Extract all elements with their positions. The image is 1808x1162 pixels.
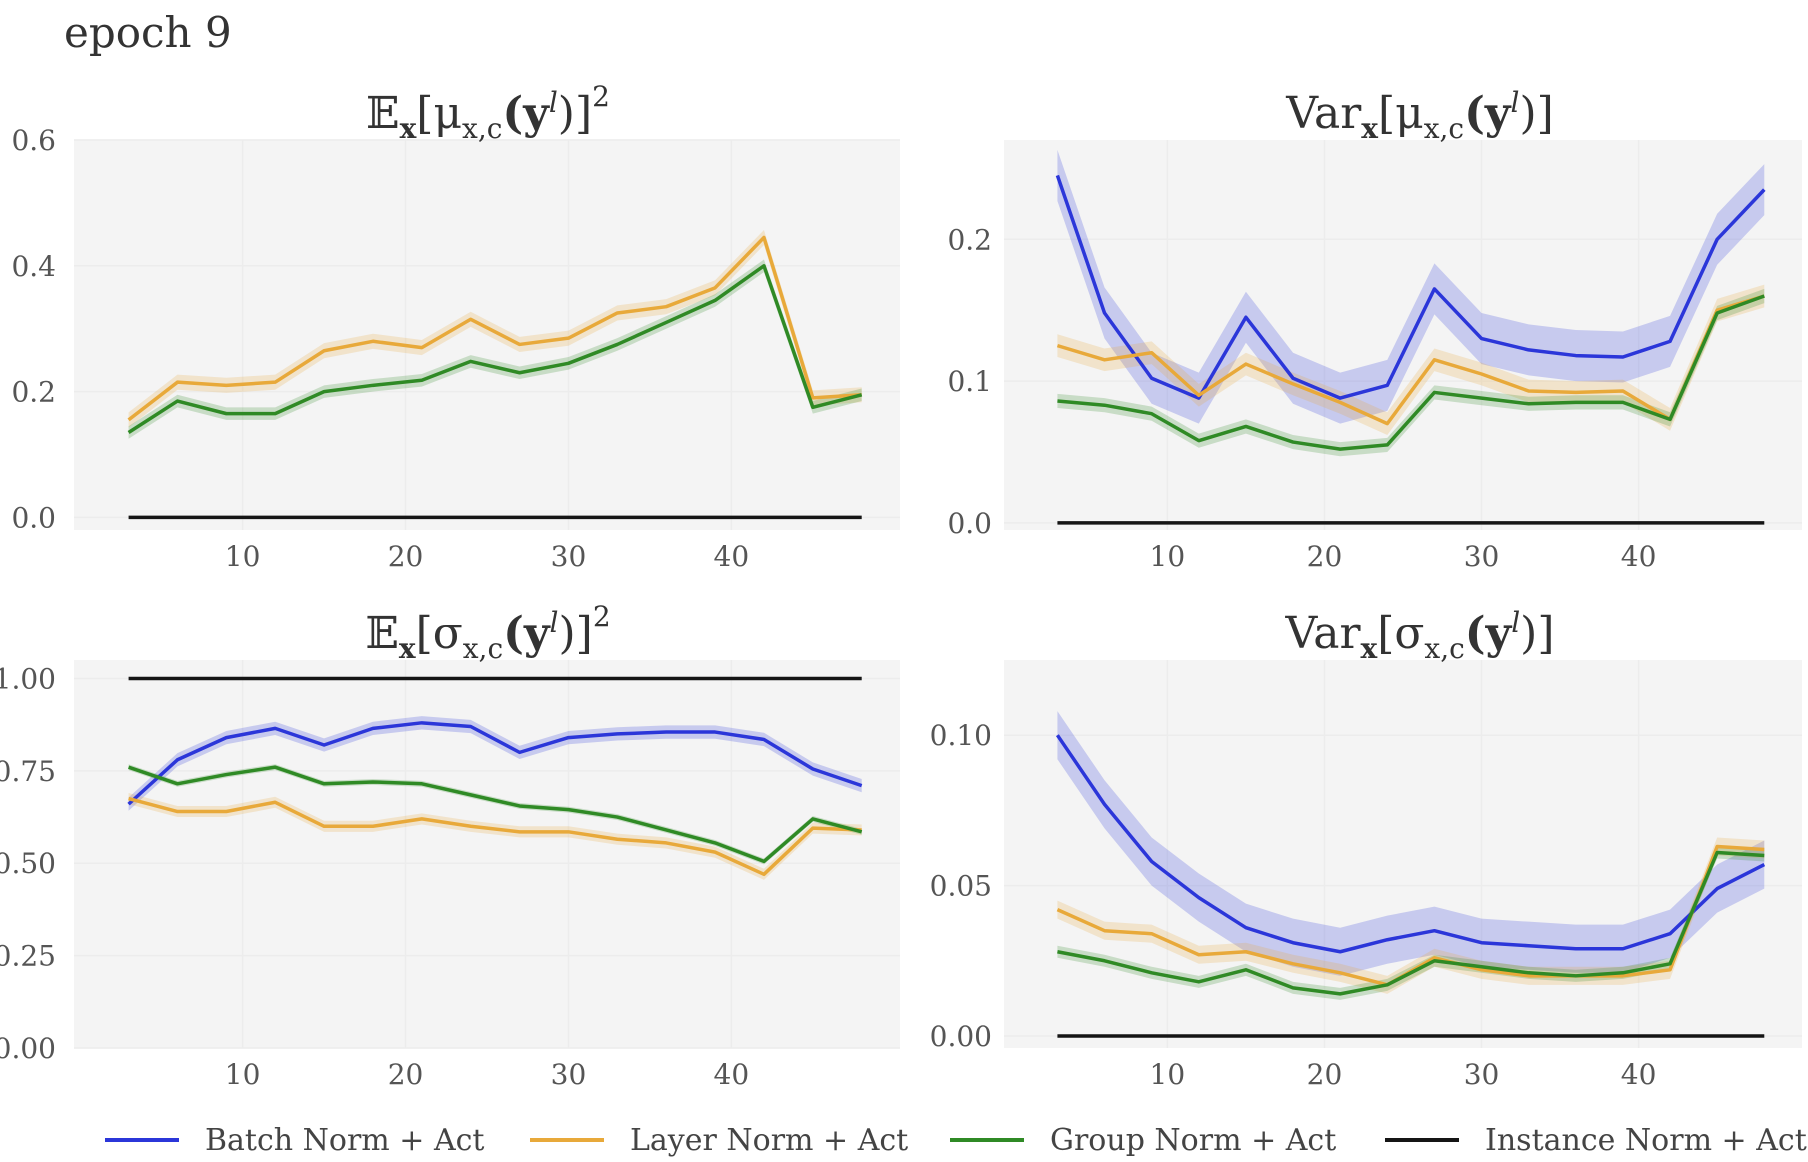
legend-swatch-batch bbox=[105, 1138, 179, 1142]
series-band-layer-norm-act bbox=[1057, 837, 1765, 994]
y-tick-label: 0.00 bbox=[930, 1020, 992, 1053]
x-tick-label: 20 bbox=[388, 540, 424, 573]
series-band-group-norm-act bbox=[1057, 288, 1765, 457]
plot-area bbox=[74, 660, 900, 1048]
y-tick-label: 0.0 bbox=[11, 501, 56, 534]
x-tick-label: 20 bbox=[1307, 540, 1343, 573]
series-line-layer-norm-act bbox=[127, 235, 862, 422]
legend-swatch-layer bbox=[530, 1138, 604, 1142]
legend-swatch-instance bbox=[1385, 1138, 1459, 1142]
legend-label-group: Group Norm + Act bbox=[1050, 1122, 1337, 1158]
y-tick-label: 0.2 bbox=[947, 223, 992, 256]
legend-swatch-group bbox=[950, 1138, 1024, 1142]
plot-area bbox=[1004, 660, 1802, 1048]
legend: Batch Norm + Act Layer Norm + Act Group … bbox=[0, 1118, 1808, 1162]
chart-panel-4: Varx[σx,c(yl)] 0.00 0.05 0.10 10 20 30 40 bbox=[930, 606, 1802, 1091]
chart-panel-2: Varx[μx,c(yl)] 0.0 0.1 0.2 10 20 30 40 bbox=[947, 86, 1802, 573]
plot-area bbox=[1004, 140, 1802, 530]
panel-title: 𝔼x[σx,c(yl)]2 bbox=[365, 600, 610, 665]
y-tick-label: 0.1 bbox=[947, 365, 992, 398]
y-tick-label: 0.6 bbox=[11, 124, 56, 157]
x-tick-label: 20 bbox=[1307, 1058, 1343, 1091]
x-tick-label: 40 bbox=[1621, 540, 1657, 573]
y-tick-label: 0.2 bbox=[11, 376, 56, 409]
legend-item-batch: Batch Norm + Act bbox=[105, 1118, 484, 1162]
series-line-layer-norm-act bbox=[128, 796, 862, 877]
legend-item-group: Group Norm + Act bbox=[950, 1118, 1336, 1162]
x-tick-label: 30 bbox=[551, 540, 587, 573]
series-line-group-norm-act bbox=[1057, 850, 1765, 996]
legend-item-layer: Layer Norm + Act bbox=[530, 1118, 908, 1162]
y-tick-label: 0.00 bbox=[0, 1032, 56, 1065]
figure-label: epoch 9 bbox=[64, 8, 232, 57]
x-tick-label: 30 bbox=[1464, 1058, 1500, 1091]
legend-label-layer: Layer Norm + Act bbox=[630, 1122, 909, 1158]
x-tick-label: 10 bbox=[225, 540, 261, 573]
y-tick-label: 0.50 bbox=[0, 847, 56, 880]
x-tick-label: 10 bbox=[1150, 540, 1186, 573]
x-tick-label: 10 bbox=[1150, 1058, 1186, 1091]
series-line-batch-norm-act bbox=[1055, 174, 1766, 400]
x-tick-label: 40 bbox=[1621, 1058, 1657, 1091]
series-line-batch-norm-act bbox=[127, 721, 863, 806]
x-tick-label: 30 bbox=[1464, 540, 1500, 573]
series-line-group-norm-act bbox=[127, 264, 863, 434]
series-line-batch-norm-act bbox=[1055, 734, 1766, 954]
figure-canvas: 𝔼x[μx,c(yl)]20.00.20.40.610 20 30 40Varx[μx… bbox=[0, 80, 1802, 1091]
y-tick-label: 0.25 bbox=[0, 940, 56, 973]
y-tick-label: 1.00 bbox=[0, 662, 56, 695]
legend-label-batch: Batch Norm + Act bbox=[205, 1122, 485, 1158]
x-tick-label: 10 bbox=[225, 1058, 261, 1091]
y-tick-label: 0.10 bbox=[930, 719, 992, 752]
x-tick-label: 30 bbox=[551, 1058, 587, 1091]
x-tick-label: 40 bbox=[714, 540, 750, 573]
y-tick-label: 0.0 bbox=[947, 507, 992, 540]
panel-title: Varx[μx,c(yl)] bbox=[1285, 86, 1554, 145]
series-line-group-norm-act bbox=[1057, 294, 1765, 451]
chart-panel-3: 𝔼x[σx,c(yl)]2 0.00 0.25 0.50 0.75 1.00 10 20 30 4… bbox=[0, 600, 900, 1091]
series-band-batch-norm-act bbox=[1057, 711, 1765, 976]
legend-label-instance: Instance Norm + Act bbox=[1485, 1122, 1807, 1158]
series-band-group-norm-act bbox=[1057, 846, 1765, 1000]
series-line-group-norm-act bbox=[128, 765, 863, 864]
y-tick-label: 0.75 bbox=[0, 755, 56, 788]
panel-title: 𝔼x[μx,c(yl)]2 bbox=[366, 80, 610, 145]
series-line-layer-norm-act bbox=[1056, 294, 1765, 426]
series-band-group-norm-act bbox=[128, 259, 862, 439]
legend-item-instance: Instance Norm + Act bbox=[1385, 1118, 1807, 1162]
panel-title: Varx[σx,c(yl)] bbox=[1285, 606, 1555, 665]
series-band-layer-norm-act bbox=[128, 793, 862, 880]
y-tick-label: 0.4 bbox=[11, 250, 56, 283]
series-band-layer-norm-act bbox=[1057, 284, 1765, 435]
y-tick-label: 0.05 bbox=[930, 870, 992, 903]
plot-area bbox=[74, 140, 900, 530]
x-tick-label: 40 bbox=[714, 1058, 750, 1091]
x-tick-label: 20 bbox=[388, 1058, 424, 1091]
chart-panel-1: 𝔼x[μx,c(yl)]2 0.0 0.2 0.4 0.6 10 20 30 40 bbox=[11, 80, 900, 573]
series-band-layer-norm-act bbox=[128, 229, 862, 428]
